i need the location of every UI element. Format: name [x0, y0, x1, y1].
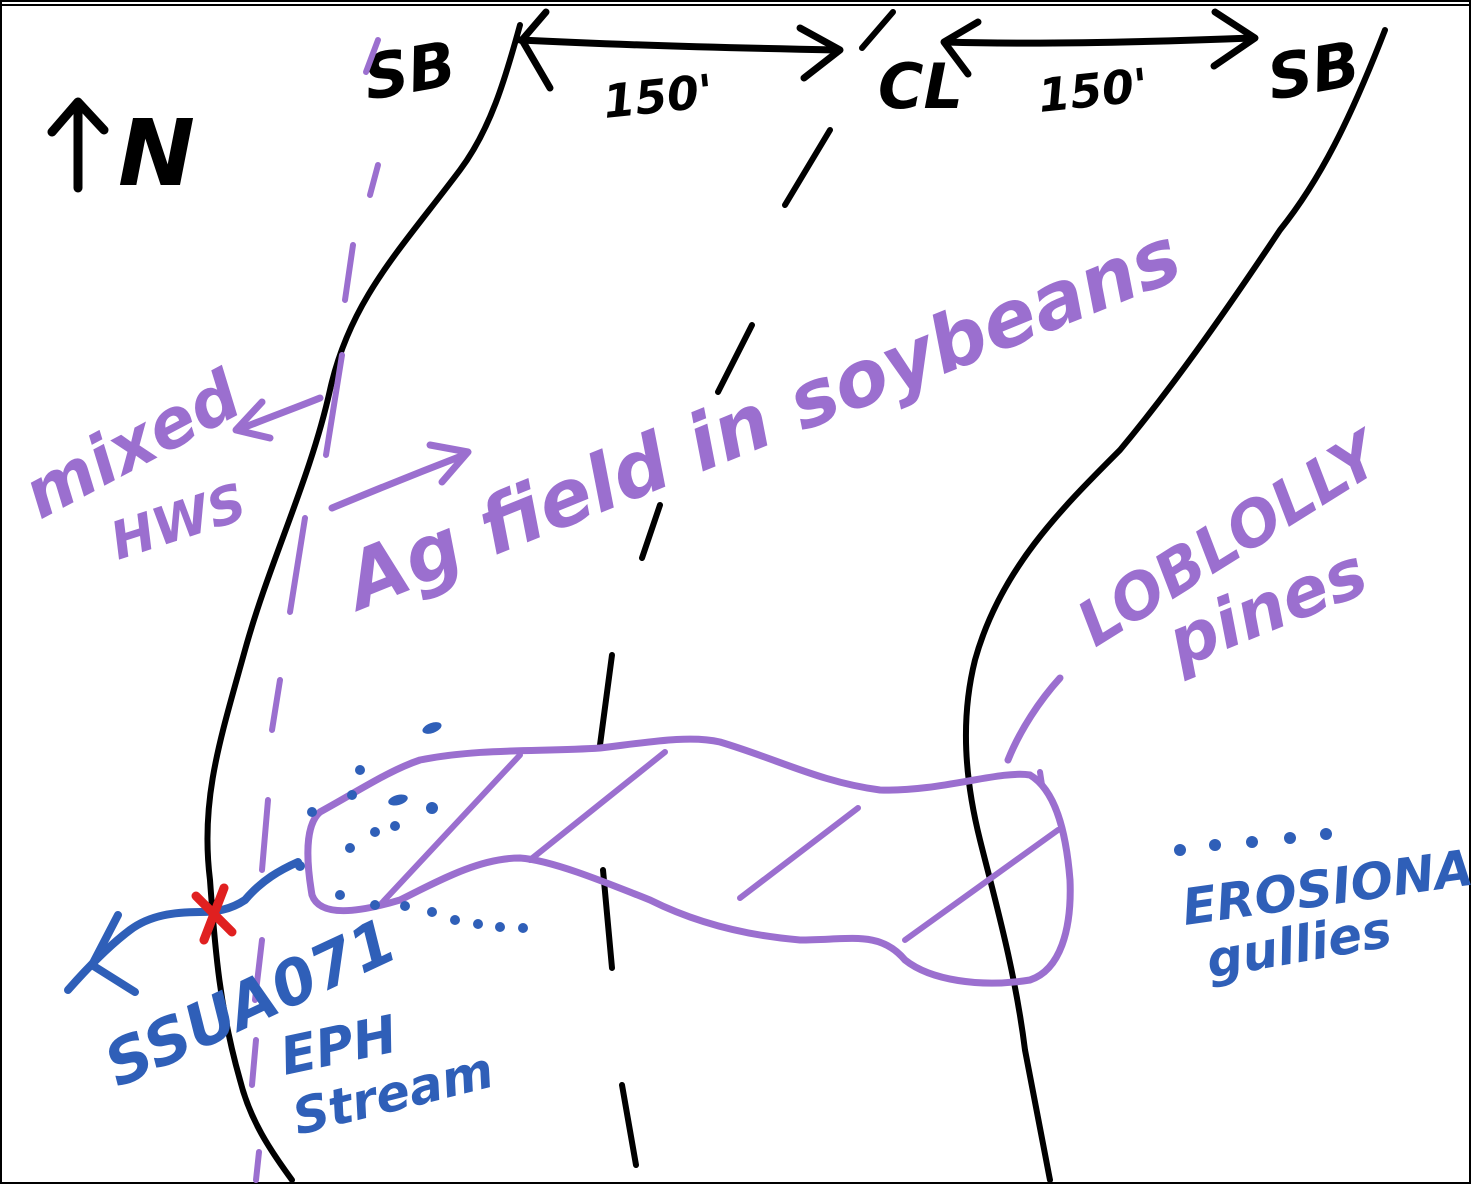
north-label: N	[118, 100, 195, 207]
ag-field-label: Ag field in soybeans	[328, 210, 1193, 629]
left-boundary-line	[204, 22, 523, 1183]
woodland-edge-dashes	[249, 37, 381, 1183]
north-arrow-icon	[47, 97, 109, 193]
ephemeral-stream-line	[64, 858, 302, 996]
sb-left-label: SB	[358, 27, 461, 115]
width-left-label: 150'	[601, 64, 716, 129]
dimension-arrow-right	[940, 8, 1259, 78]
right-boundary-line	[962, 27, 1388, 1183]
centerline-dashes	[597, 9, 896, 1168]
loblolly-leader-line	[1004, 674, 1064, 764]
pine-stand-outline	[304, 735, 1074, 987]
red-x-marker-icon	[191, 883, 237, 945]
pine-stand-hatching	[377, 749, 1061, 943]
width-right-label: 150'	[1036, 58, 1151, 123]
sb-right-label: SB	[1262, 27, 1365, 115]
gully-symbol-dots	[1174, 828, 1332, 856]
stream-dots	[295, 722, 528, 933]
ag-field-arrow	[328, 441, 472, 512]
dimension-arrow-left	[516, 8, 844, 92]
centerline-label: CL	[878, 50, 963, 123]
mixed-hws-arrow	[232, 394, 324, 442]
